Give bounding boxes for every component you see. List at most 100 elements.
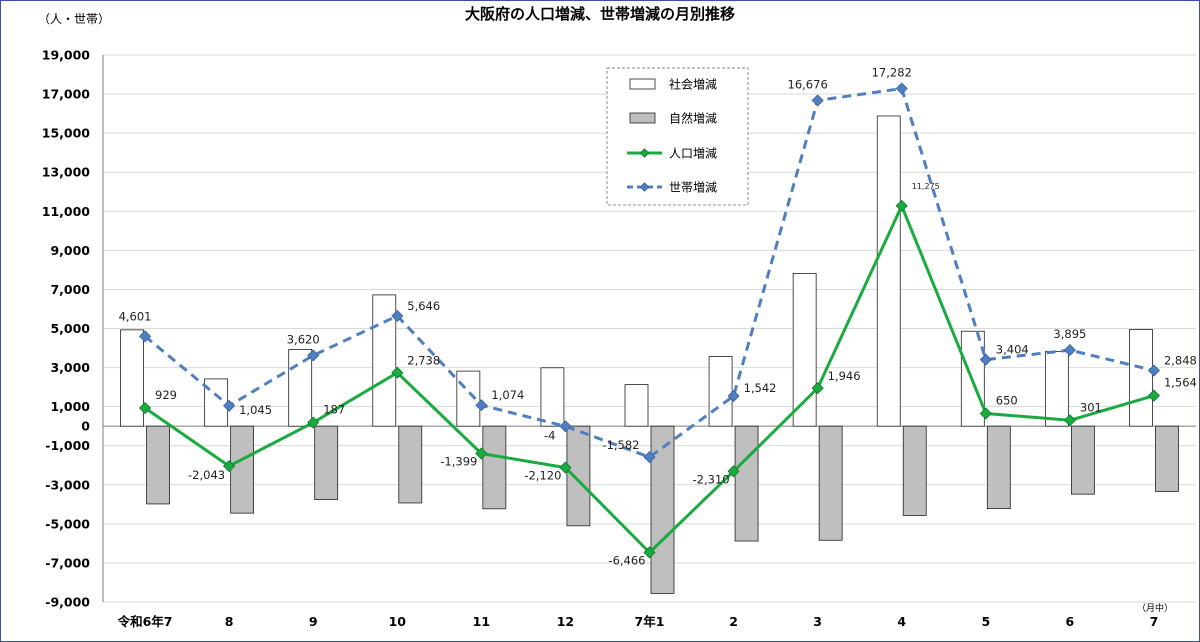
household-marker: [895, 82, 908, 95]
y-tick-label: 11,000: [42, 204, 91, 219]
x-tick-label: 7年1: [635, 614, 665, 629]
bar-natural: [1070, 425, 1095, 495]
legend-swatch-natural: [629, 112, 656, 124]
bar-social: [792, 273, 817, 427]
y-tick-label: -9,000: [45, 595, 90, 610]
chart-title: 大阪府の人口増減、世帯増減の月別推移: [465, 5, 735, 23]
legend-label: 世帯増減: [669, 180, 717, 195]
bar-social: [876, 115, 901, 427]
x-tick-label: 5: [981, 614, 990, 629]
y-tick-label: 1,000: [50, 399, 90, 414]
bar-natural: [818, 425, 843, 541]
y-tick-label: 5,000: [50, 321, 90, 336]
x-tick-label: 2: [729, 614, 738, 629]
population-label: -2,043: [188, 468, 225, 482]
bar-social: [624, 384, 649, 427]
household-label: 1,542: [744, 381, 777, 395]
legend-box: [606, 67, 749, 206]
household-label: -4: [544, 428, 555, 442]
population-label: 11,275: [912, 182, 940, 191]
y-tick-label: -5,000: [45, 516, 90, 531]
population-label: 1,946: [828, 369, 861, 383]
household-label: 2,848: [1164, 354, 1197, 368]
y-tick-label: -3,000: [45, 477, 90, 492]
population-marker: [307, 416, 320, 429]
x-tick-label: 9: [309, 614, 318, 629]
bar-natural: [902, 425, 927, 516]
household-marker: [307, 349, 320, 362]
population-marker: [1147, 389, 1161, 402]
y-axis-unit: （人・世帯）: [38, 12, 110, 26]
population-label: 929: [155, 388, 177, 402]
household-marker: [1063, 344, 1076, 357]
y-tick-label: 13,000: [42, 165, 91, 180]
bar-natural: [650, 425, 675, 594]
bar-natural: [566, 425, 591, 527]
household-marker: [138, 330, 152, 343]
legend-marker-household: [639, 182, 650, 192]
x-axis-unit: （月中）: [1137, 602, 1173, 614]
household-marker: [223, 399, 236, 412]
gridlines: [103, 54, 1196, 603]
bar-social: [204, 378, 229, 427]
bar-natural: [146, 425, 170, 505]
population-label: -6,466: [608, 553, 645, 567]
y-tick-label: 7,000: [50, 282, 90, 297]
bar-social: [540, 367, 565, 427]
household-label: 1,045: [239, 403, 272, 417]
bar-natural: [230, 425, 255, 514]
y-tick-label: -7,000: [45, 555, 90, 570]
population-label: -2,310: [692, 472, 729, 486]
household-label: 3,404: [996, 343, 1029, 357]
bar-social: [120, 329, 144, 427]
bar-natural: [398, 425, 423, 504]
household-marker: [475, 399, 488, 412]
household-marker: [979, 353, 992, 366]
household-label: 17,282: [872, 66, 912, 80]
population-marker: [223, 460, 236, 473]
population-label: 1,564: [1164, 376, 1197, 390]
bar-social: [708, 356, 733, 427]
population-marker: [138, 401, 152, 415]
bar-natural: [734, 425, 759, 542]
legend-label: 人口増減: [669, 146, 717, 161]
y-tick-label: 17,000: [42, 87, 91, 102]
bar-natural: [314, 425, 339, 501]
household-label: 4,601: [119, 309, 152, 323]
x-tick-label: 令和6年7: [117, 614, 173, 629]
y-tick-label: 19,000: [42, 48, 91, 63]
bar-natural: [1155, 425, 1179, 492]
y-tick-label: 0: [81, 419, 90, 434]
bar-natural: [482, 425, 507, 510]
household-marker: [811, 94, 824, 107]
data-labels: 929 -2,043 187 2,738 -1,399 -2,120 -6,466 -2,31…: [119, 66, 1197, 568]
x-tick-label: 4: [897, 614, 906, 629]
population-marker: [811, 382, 824, 395]
population-marker: [895, 199, 908, 212]
lines: [138, 82, 1161, 559]
household-label: 3,895: [1053, 327, 1086, 341]
legend-label: 社会増減: [669, 77, 717, 92]
household-label: 5,646: [407, 299, 440, 313]
population-marker: [475, 447, 488, 460]
bar-social: [456, 370, 481, 427]
x-tick-label: 12: [557, 614, 574, 629]
population-marker: [1063, 414, 1076, 427]
x-tick-label: 7: [1150, 614, 1159, 629]
population-marker: [727, 465, 740, 478]
household-marker: [1147, 364, 1161, 377]
bar-social: [288, 349, 313, 427]
population-label: -1,399: [440, 455, 477, 469]
population-marker: [643, 546, 656, 559]
y-tick-label: 15,000: [42, 126, 91, 141]
household-label: 3,620: [287, 332, 320, 346]
legend-label: 自然増減: [669, 111, 717, 126]
population-label: 187: [323, 403, 345, 417]
population-label: 2,738: [407, 354, 440, 368]
household-label: -1,582: [602, 438, 639, 452]
x-tick-label: 3: [813, 614, 822, 629]
axes: 19,000 17,000 15,000 13,000 11,000 9,000 7,000…: [42, 48, 1159, 630]
legend-marker-population: [639, 148, 650, 158]
population-label: 650: [996, 393, 1018, 407]
